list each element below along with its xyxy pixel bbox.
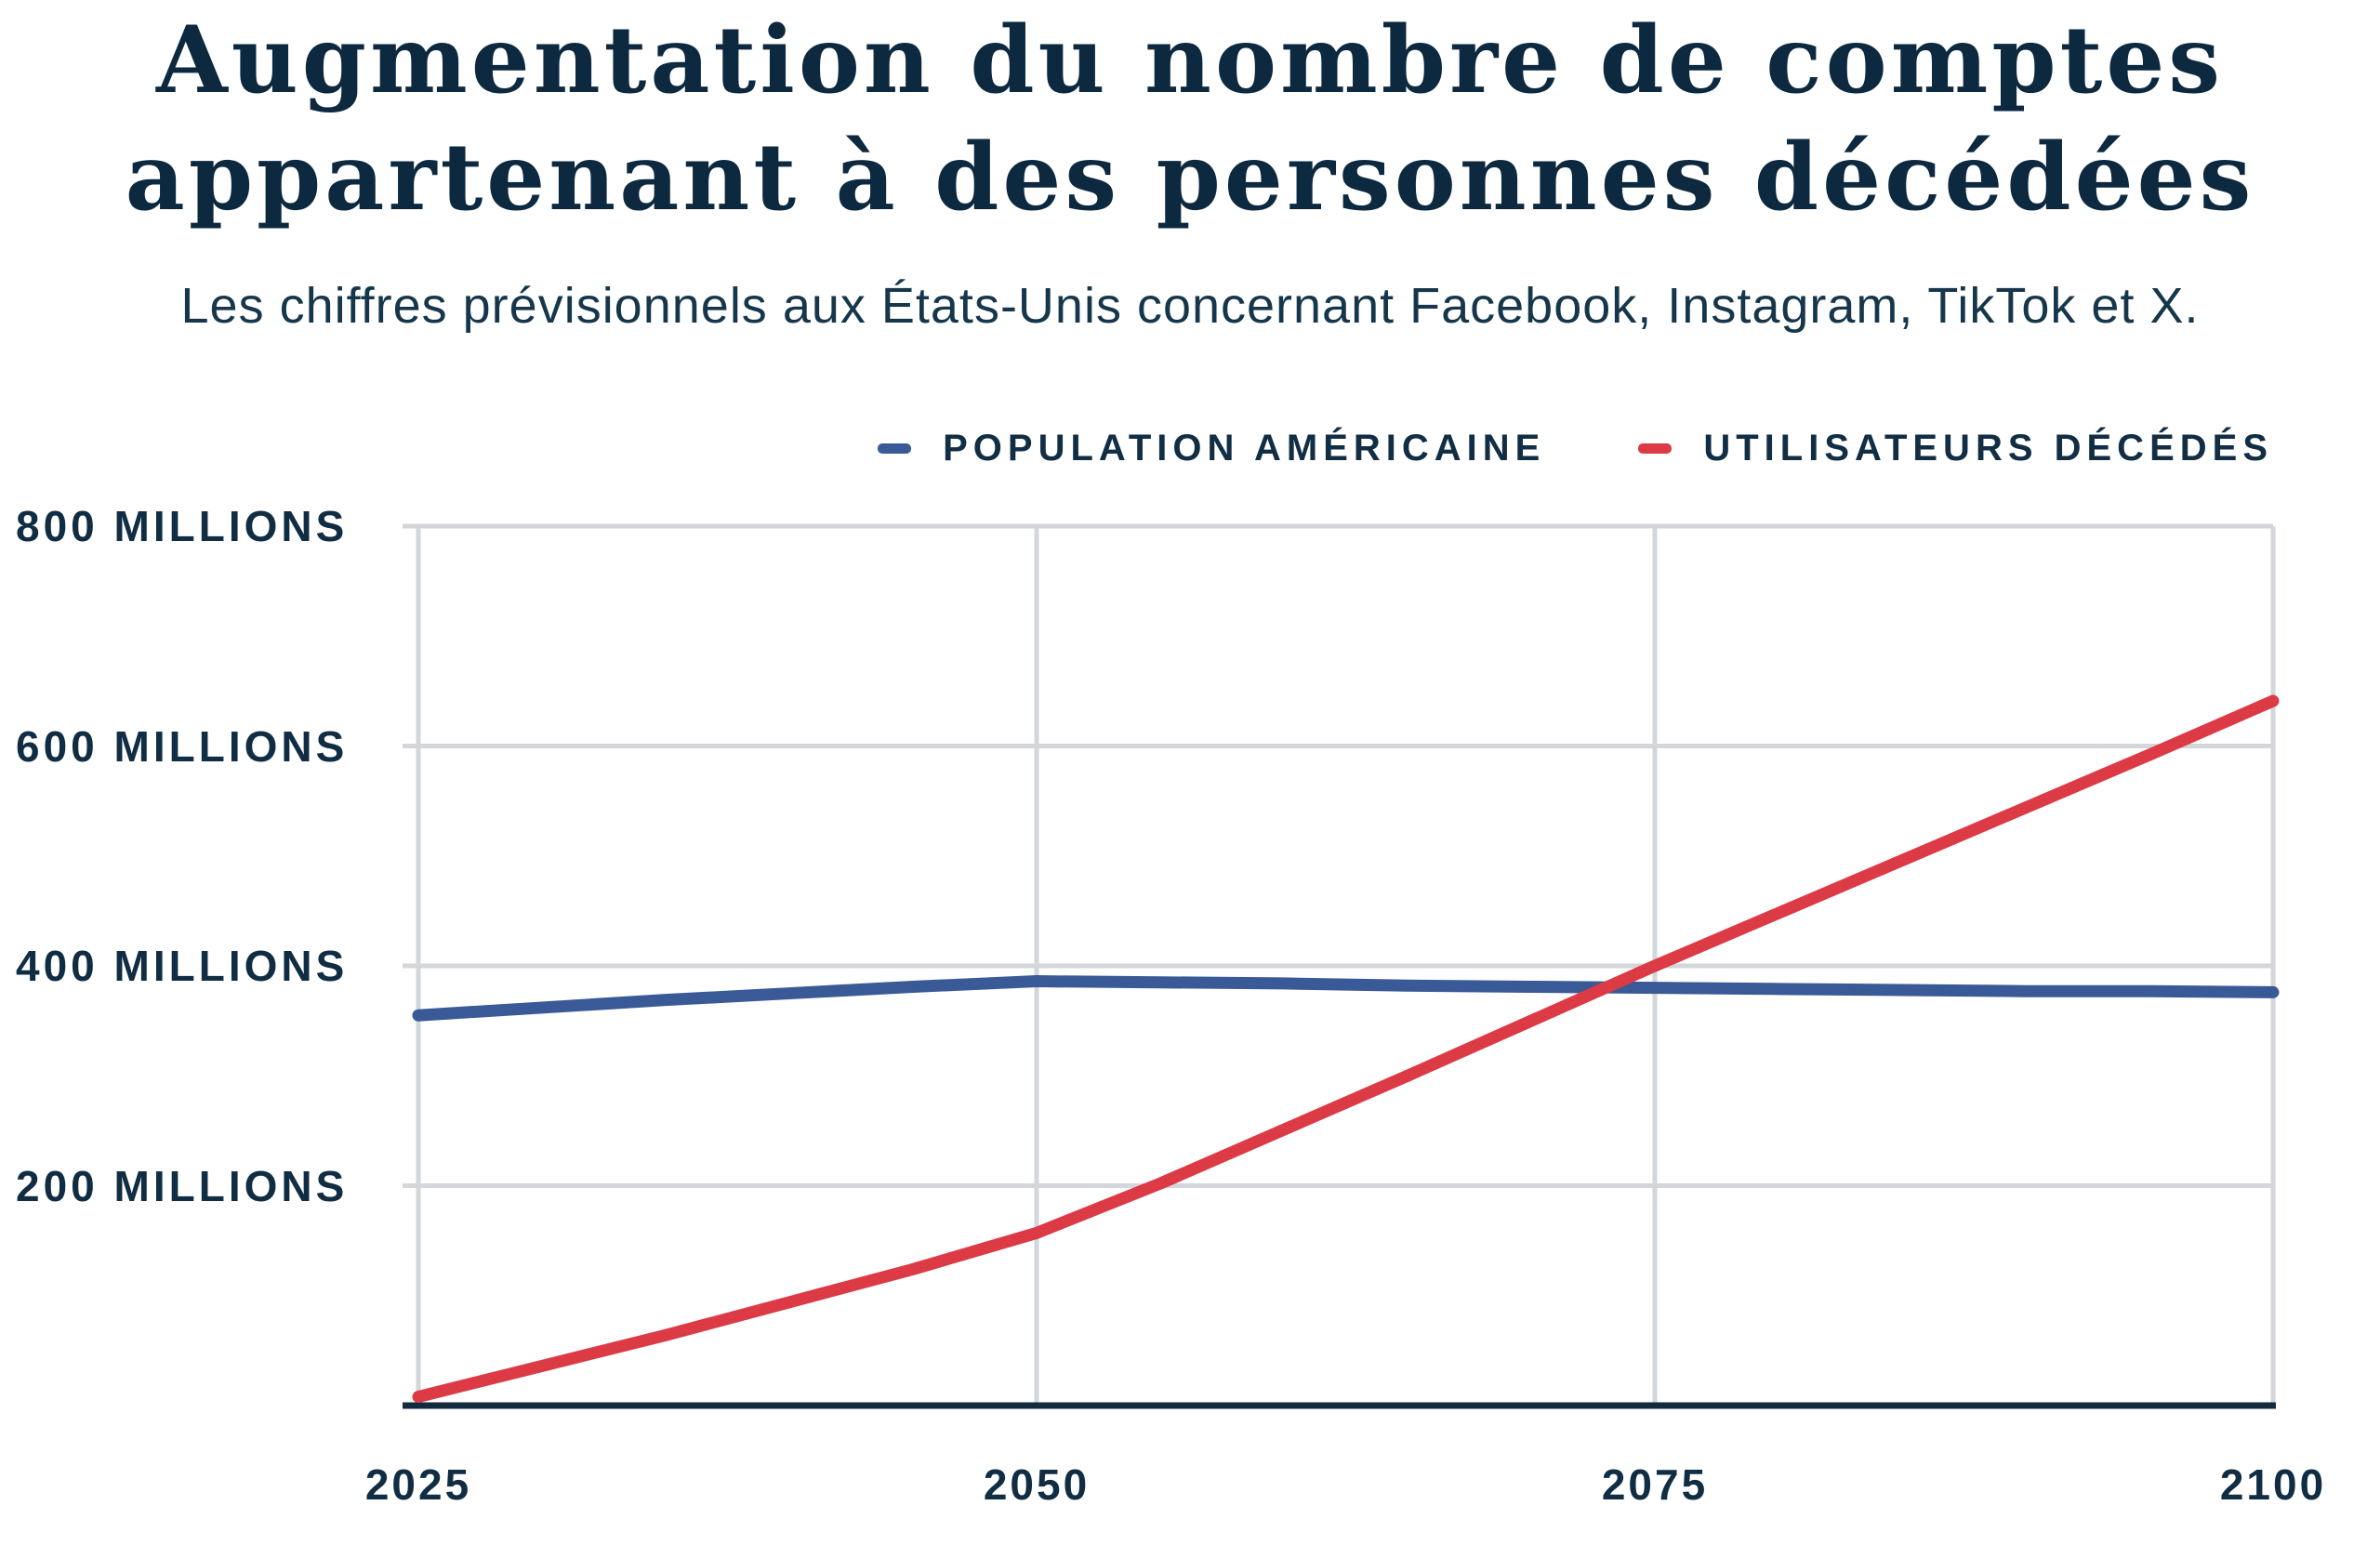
chart-legend: POPULATION AMÉRICAINE UTILISATEURS DÉCÉD… xyxy=(878,427,2273,469)
legend-label-population: POPULATION AMÉRICAINE xyxy=(943,428,1546,469)
legend-swatch-deceased-icon xyxy=(1638,442,1673,454)
x-tick-label-2100: 2100 xyxy=(2219,1460,2327,1509)
page-title-line-1: Augmentation du nombre de comptes xyxy=(155,7,2225,114)
legend-item-deceased: UTILISATEURS DÉCÉDÉS xyxy=(1638,427,2273,469)
y-tick-label-600: 600 MILLIONS xyxy=(16,721,349,771)
legend-swatch-population-icon xyxy=(878,442,912,454)
series-line-deceased xyxy=(412,694,2280,1404)
y-tick-label-200: 200 MILLIONS xyxy=(16,1161,349,1210)
x-tick-label-2075: 2075 xyxy=(1601,1460,1709,1509)
y-tick-label-400: 400 MILLIONS xyxy=(16,942,349,990)
legend-label-deceased: UTILISATEURS DÉCÉDÉS xyxy=(1703,428,2273,469)
y-tick-label-800: 800 MILLIONS xyxy=(16,502,349,550)
page-title: Augmentation du nombre de comptes appart… xyxy=(0,2,2380,236)
series-line-population xyxy=(412,975,2280,1022)
page-subtitle: Les chiffres prévisionnels aux États-Uni… xyxy=(180,278,2200,334)
x-tick-label-2050: 2050 xyxy=(983,1460,1091,1509)
page-title-line-2: appartenant à des personnes décédées xyxy=(125,124,2255,231)
legend-item-population: POPULATION AMÉRICAINE xyxy=(878,427,1545,469)
x-tick-label-2025: 2025 xyxy=(364,1460,472,1509)
